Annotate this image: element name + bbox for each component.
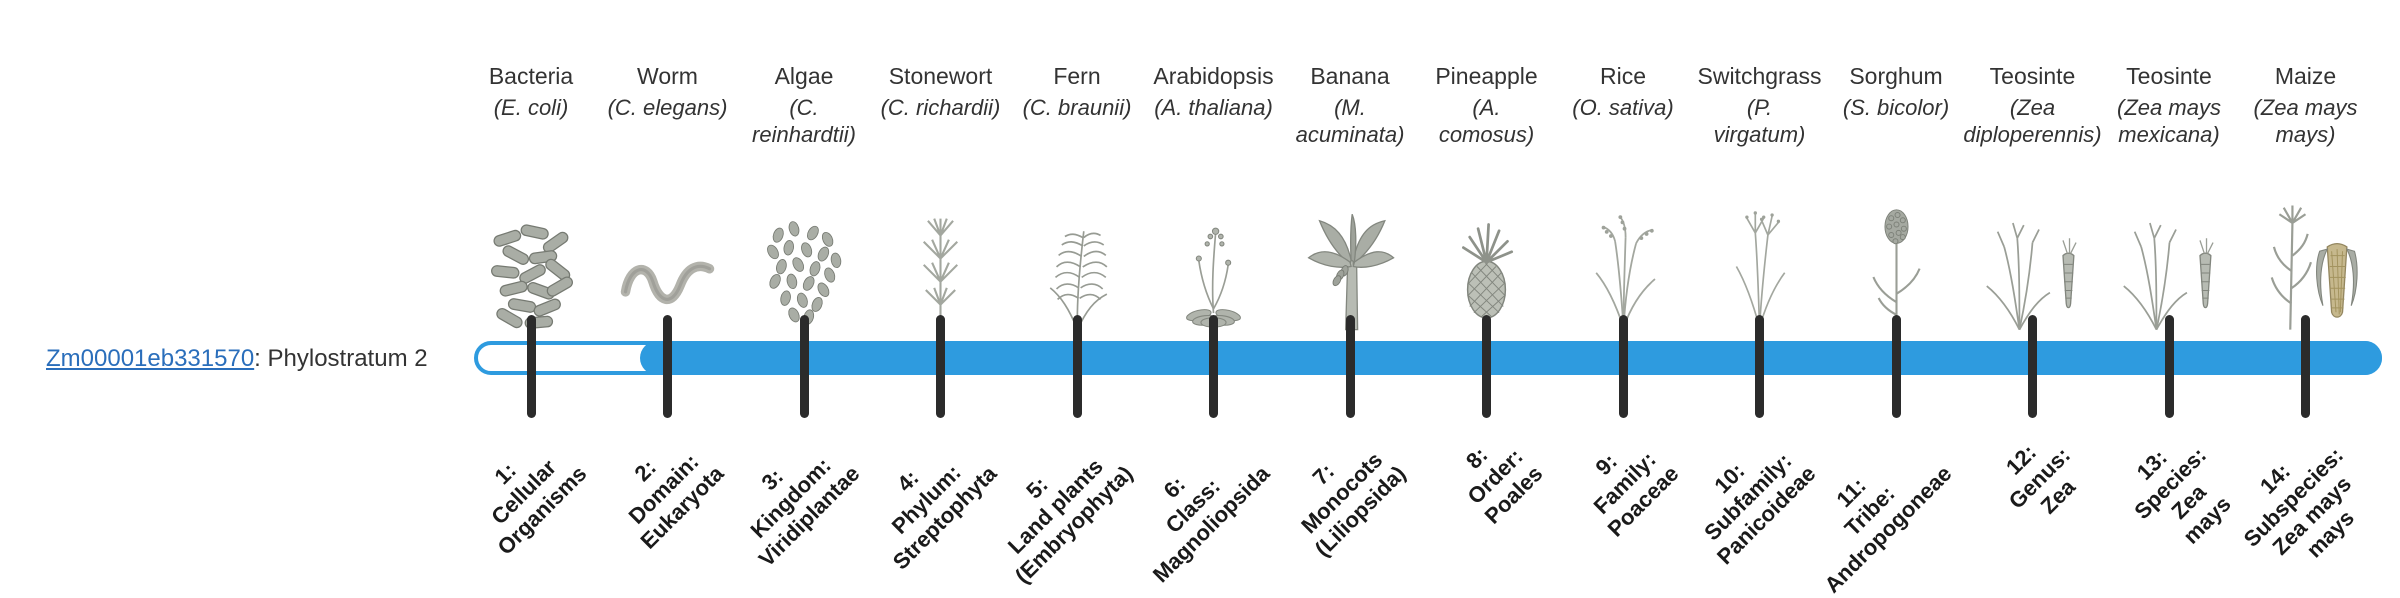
phylostrata-bar-fill bbox=[640, 341, 2382, 375]
organism-common-name: Pineapple bbox=[1435, 63, 1538, 89]
phylostratum-label: 9: Family: Poaceae bbox=[1588, 446, 1684, 542]
organism-column: Algae (C. reinhardtii) bbox=[719, 0, 889, 340]
organism-common-name: Fern bbox=[1053, 63, 1101, 89]
phylostratum-tick-marker bbox=[2164, 315, 2174, 418]
organism-scientific-name: (M. acuminata) bbox=[1295, 95, 1405, 147]
organism-column: Arabidopsis (A. thaliana) bbox=[1129, 0, 1299, 340]
phylostratum-label: 1: Cellular Organisms bbox=[486, 454, 592, 560]
organism-scientific-name: (C. reinhardtii) bbox=[752, 95, 856, 147]
phylostratum-tick-marker bbox=[2028, 315, 2037, 418]
stonewort-icon bbox=[888, 154, 993, 340]
organism-scientific-name: (A. thaliana) bbox=[1154, 95, 1273, 120]
organism-common-name: Sorghum bbox=[1849, 63, 1943, 89]
organism-scientific-name: (C. richardii) bbox=[880, 95, 1001, 120]
worm-icon bbox=[615, 154, 720, 340]
organism-common-name: Arabidopsis bbox=[1153, 63, 1274, 89]
organism-scientific-name: (E. coli) bbox=[493, 95, 569, 120]
organism-scientific-name: (S. bicolor) bbox=[1842, 95, 1950, 120]
phylostratum-label: 12: Genus: Zea bbox=[2000, 439, 2080, 519]
organism-column: Teosinte (Zea diploperennis) bbox=[1948, 0, 2118, 340]
phylostratum-label: 7: Monocots (Liliopsida) bbox=[1296, 447, 1411, 562]
gene-id-link[interactable]: Zm00001eb331570 bbox=[46, 345, 255, 372]
maize-icon bbox=[2248, 154, 2363, 340]
organism-common-name: Teosinte bbox=[1989, 63, 2076, 89]
phylostratum-label: 13: Species: Zea mays bbox=[2129, 442, 2236, 549]
organism-column: Banana (M. acuminata) bbox=[1265, 0, 1435, 340]
phylostratum-tick-marker bbox=[799, 315, 809, 418]
phylostratum-tick-marker bbox=[663, 315, 672, 418]
sorghum-icon bbox=[1844, 154, 1949, 340]
organism-common-name: Rice bbox=[1599, 63, 1646, 89]
pineapple-icon bbox=[1434, 154, 1539, 340]
organism-scientific-name: (A. comosus) bbox=[1438, 95, 1535, 147]
organism-column: Bacteria (E. coli) bbox=[446, 0, 616, 340]
phylostratum-label: 11: Tribe: Andropogoneae bbox=[1819, 460, 1957, 598]
gene-phylostratum-text: : Phylostratum 2 bbox=[254, 345, 428, 372]
organism-common-name: Algae bbox=[774, 63, 834, 89]
phylostratum-tick-marker bbox=[1618, 315, 1628, 418]
phylostratum-tick-marker bbox=[526, 315, 536, 418]
organism-column: Maize (Zea mays mays) bbox=[2221, 0, 2391, 340]
phylostratum-label: 14: Subspecies: Zea mays mays bbox=[2238, 442, 2359, 563]
organism-common-name: Teosinte bbox=[2126, 63, 2212, 89]
phylostratum-tick-marker bbox=[1891, 315, 1901, 418]
phylostratum-label: 4: Phylum: Streptophyta bbox=[886, 459, 1001, 575]
organism-column: Rice (O. sativa) bbox=[1538, 0, 1708, 340]
phylostratum-label: 2: Domain: Eukaryota bbox=[623, 448, 728, 554]
bacteria-icon bbox=[479, 154, 584, 340]
phylostratum-tick-marker bbox=[1345, 315, 1355, 418]
organism-scientific-name: (Zea diploperennis) bbox=[1963, 95, 2102, 147]
switchgrass-icon bbox=[1707, 154, 1812, 340]
phylostratum-tick-marker bbox=[1755, 315, 1764, 418]
organism-common-name: Switchgrass bbox=[1697, 63, 1822, 89]
phylostratum-label: 6: Class: Magnoliopsida bbox=[1147, 460, 1274, 588]
algae-icon bbox=[752, 154, 857, 340]
phylostratum-tick-marker bbox=[2301, 315, 2310, 418]
organism-column: Pineapple (A. comosus) bbox=[1402, 0, 1572, 340]
rice-icon bbox=[1571, 154, 1676, 340]
teosinte-icon bbox=[2112, 154, 2227, 340]
teosinte-icon bbox=[1975, 154, 2090, 340]
phylostratum-label: 5: Land plants (Embryophyta) bbox=[1002, 453, 1138, 589]
phylostratum-label: 3: Kingdom: Viridiplantae bbox=[745, 452, 865, 572]
organism-column: Switchgrass (P. virgatum) bbox=[1675, 0, 1845, 340]
fern-icon bbox=[1025, 154, 1130, 340]
phylostratum-tick-marker bbox=[1072, 315, 1082, 418]
organism-scientific-name: (P. virgatum) bbox=[1713, 95, 1806, 147]
organism-scientific-name: (Zea mays mexicana) bbox=[2117, 95, 2221, 147]
organism-column: Sorghum (S. bicolor) bbox=[1811, 0, 1981, 340]
organism-column: Stonewort (C. richardii) bbox=[856, 0, 1026, 340]
phylostratum-tick-marker bbox=[1482, 315, 1491, 418]
organism-scientific-name: (O. sativa) bbox=[1572, 95, 1674, 120]
phylostratigraphy-diagram: Zm00001eb331570: Phylostratum 2 Bacteria… bbox=[46, 0, 2391, 598]
arabidopsis-icon bbox=[1161, 154, 1266, 340]
organism-common-name: Worm bbox=[637, 63, 698, 89]
phylostratum-tick-marker bbox=[1209, 315, 1218, 418]
organism-common-name: Bacteria bbox=[488, 63, 574, 89]
organism-common-name: Maize bbox=[2274, 63, 2337, 89]
organism-column: Fern (C. braunii) bbox=[992, 0, 1162, 340]
organism-column: Teosinte (Zea mays mexicana) bbox=[2084, 0, 2254, 340]
phylostratum-label: 8: Order: Poales bbox=[1460, 442, 1547, 529]
banana-icon bbox=[1295, 154, 1405, 340]
organism-scientific-name: (Zea mays mays) bbox=[2253, 95, 2358, 147]
gene-label: Zm00001eb331570: Phylostratum 2 bbox=[46, 345, 428, 373]
phylostratum-tick-marker bbox=[936, 315, 945, 418]
organism-common-name: Stonewort bbox=[888, 63, 993, 89]
organism-common-name: Banana bbox=[1310, 63, 1390, 89]
organism-column: Worm (C. elegans) bbox=[583, 0, 753, 340]
organism-scientific-name: (C. braunii) bbox=[1022, 95, 1132, 120]
organism-scientific-name: (C. elegans) bbox=[607, 95, 728, 120]
